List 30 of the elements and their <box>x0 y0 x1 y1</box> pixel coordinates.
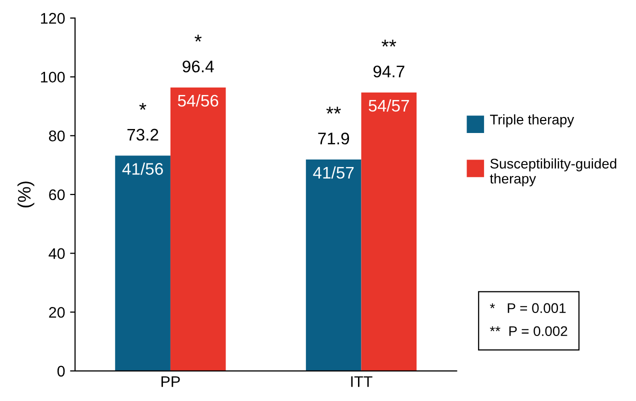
bar <box>170 87 226 371</box>
bar <box>361 92 417 371</box>
annotation: 41/57 <box>313 166 354 179</box>
x-tick-label: PP <box>162 376 180 387</box>
legend-label: Susceptibility-guided therapy <box>490 158 616 186</box>
data-label: 96.4 <box>182 60 214 72</box>
y-tick-label: 60 <box>49 189 65 200</box>
y-tick-label: 80 <box>49 130 65 142</box>
data-label: 94.7 <box>373 66 404 78</box>
data-label: 71.9 <box>318 132 350 144</box>
x-tick-label: ITT <box>351 376 372 387</box>
y-tick-label: 0 <box>57 366 65 377</box>
annotation: * <box>139 102 146 110</box>
annotation: 41/56 <box>122 162 163 175</box>
text: ** P = 0.002 <box>490 326 568 336</box>
data-label: 73.2 <box>127 128 158 141</box>
annotation: 54/56 <box>178 94 218 107</box>
bar <box>115 156 170 371</box>
annotation: 54/57 <box>368 99 409 112</box>
text: * P = 0.001 <box>490 303 566 314</box>
annotation: ** <box>382 40 396 47</box>
y-tick-label: 100 <box>41 72 65 83</box>
bar <box>306 159 362 371</box>
y-axis-title: (%) <box>17 182 34 208</box>
annotation: * <box>194 34 202 42</box>
y-tick-label: 120 <box>41 12 65 24</box>
y-tick-label: 20 <box>49 306 65 318</box>
y-tick-label: 40 <box>48 248 65 259</box>
legend-label: Triple therapy <box>490 114 574 128</box>
annotation: ** <box>326 106 341 114</box>
